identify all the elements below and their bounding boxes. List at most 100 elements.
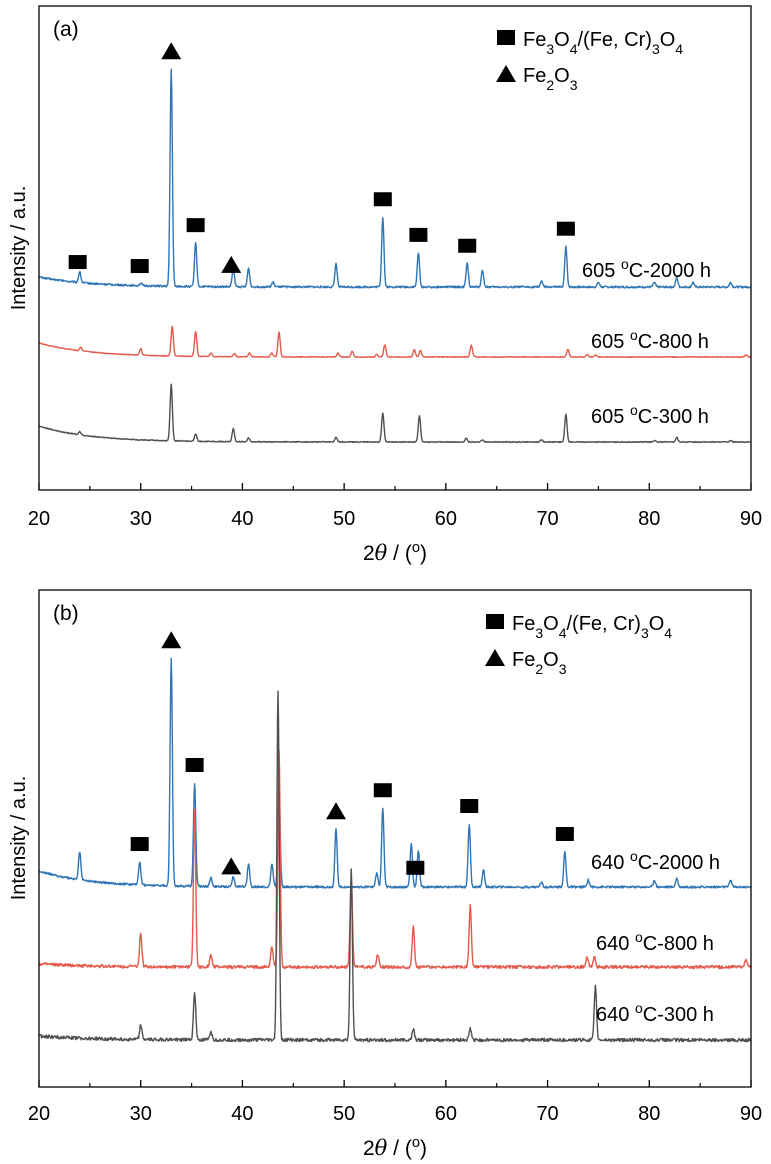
- peak-marker-triangle: [221, 857, 242, 875]
- peak-marker-triangle: [221, 255, 242, 273]
- x-label-prefix: 2: [363, 542, 375, 565]
- legend-square-icon: [486, 614, 504, 629]
- x-tick-label: 20: [28, 508, 50, 530]
- x-label-suffix: / (: [387, 1137, 412, 1160]
- text-part: o: [630, 402, 638, 418]
- text-part: 640: [596, 1004, 635, 1026]
- text-part: 2: [546, 77, 554, 93]
- x-tick-label: 40: [231, 1103, 253, 1125]
- peak-marker-square: [460, 798, 479, 813]
- x-tick-label: 60: [435, 1103, 457, 1125]
- text-part: 3: [570, 77, 578, 93]
- peak-marker-square: [373, 783, 392, 798]
- x-tick-label: 50: [333, 508, 355, 530]
- legend-label: Fe3O4/(Fe, Cr)3O4: [512, 613, 672, 641]
- x-label-close: ): [420, 1137, 427, 1160]
- peak-marker-triangle: [161, 42, 182, 60]
- peak-marker-square: [130, 259, 149, 274]
- text-part: C-800 h: [638, 331, 709, 353]
- text-part: o: [630, 327, 638, 343]
- x-label-var: θ: [375, 1136, 388, 1160]
- text-part: 640: [596, 933, 635, 955]
- x-label-suffix: / (: [387, 542, 412, 565]
- series-label: 640 oC-800 h: [596, 929, 714, 955]
- text-part: Fe: [512, 649, 535, 671]
- series-line: [38, 750, 752, 970]
- text-part: 3: [535, 625, 543, 641]
- text-part: O: [543, 613, 559, 635]
- peak-marker-square: [555, 826, 574, 841]
- x-tick-label: 40: [231, 508, 253, 530]
- text-part: Fe: [512, 613, 535, 635]
- peak-marker-square: [556, 221, 575, 236]
- panel-label: (b): [53, 602, 79, 625]
- text-part: C-300 h: [638, 406, 709, 428]
- text-part: 3: [546, 41, 554, 57]
- x-tick-label: 20: [28, 1103, 50, 1125]
- x-tick-label: 90: [740, 1103, 762, 1125]
- x-label-unit: o: [412, 1135, 420, 1151]
- x-tick-label: 80: [638, 1103, 660, 1125]
- series-line: [38, 325, 752, 359]
- text-part: C-800 h: [643, 933, 714, 955]
- text-part: 605: [591, 331, 630, 353]
- text-part: o: [635, 1000, 643, 1016]
- peak-marker-square: [373, 192, 392, 207]
- text-part: 4: [675, 41, 683, 57]
- text-part: Fe: [523, 65, 546, 87]
- peak-marker-square: [458, 238, 477, 253]
- series-label: 605 oC-800 h: [591, 327, 709, 353]
- peak-marker-square: [186, 218, 205, 233]
- text-part: /(Fe, Cr): [578, 29, 652, 51]
- text-part: C-2000 h: [638, 852, 720, 874]
- series-label: 640 oC-300 h: [596, 1000, 714, 1026]
- peak-marker-square: [406, 860, 425, 875]
- series-line: [38, 68, 752, 289]
- text-part: C-2000 h: [629, 260, 711, 282]
- x-tick-label: 70: [536, 508, 558, 530]
- text-part: o: [630, 848, 638, 864]
- text-part: O: [554, 65, 570, 87]
- legend-triangle-icon: [496, 65, 516, 82]
- series-line: [38, 690, 752, 1043]
- text-part: C-300 h: [643, 1004, 714, 1026]
- peak-marker-square: [185, 757, 204, 772]
- peak-marker-triangle: [326, 802, 347, 820]
- legend-label: Fe3O4/(Fe, Cr)3O4: [523, 29, 683, 57]
- text-part: o: [635, 929, 643, 945]
- x-tick-label: 50: [333, 1103, 355, 1125]
- panel-label: (a): [53, 18, 79, 41]
- text-part: O: [543, 649, 559, 671]
- text-part: 640: [591, 852, 630, 874]
- text-part: O: [649, 613, 665, 635]
- x-tick-label: 80: [638, 508, 660, 530]
- y-axis-label: Intensity / a.u.: [8, 776, 30, 901]
- x-tick-label: 30: [130, 508, 152, 530]
- text-part: 3: [652, 41, 660, 57]
- x-label-var: θ: [375, 541, 388, 565]
- x-label-prefix: 2: [363, 1137, 375, 1160]
- text-part: 3: [559, 661, 567, 677]
- x-tick-label: 30: [130, 1103, 152, 1125]
- legend-square-icon: [497, 30, 515, 45]
- x-tick-label: 90: [740, 508, 762, 530]
- text-part: 605: [591, 406, 630, 428]
- text-part: O: [554, 29, 570, 51]
- text-part: 4: [570, 41, 578, 57]
- series-line: [38, 383, 752, 444]
- text-part: 605: [582, 260, 621, 282]
- text-part: Fe: [523, 29, 546, 51]
- series-line: [38, 657, 752, 889]
- peak-marker-triangle: [161, 631, 182, 649]
- legend-label: Fe2O3: [512, 649, 567, 677]
- x-axis-label: 2θ / (o): [363, 1135, 427, 1160]
- series-label: 605 oC-2000 h: [582, 256, 711, 282]
- y-axis-label: Intensity / a.u.: [8, 186, 30, 311]
- legend-triangle-icon: [485, 649, 505, 666]
- peak-marker-square: [130, 837, 149, 852]
- x-tick-label: 70: [536, 1103, 558, 1125]
- series-label: 640 oC-2000 h: [591, 848, 720, 874]
